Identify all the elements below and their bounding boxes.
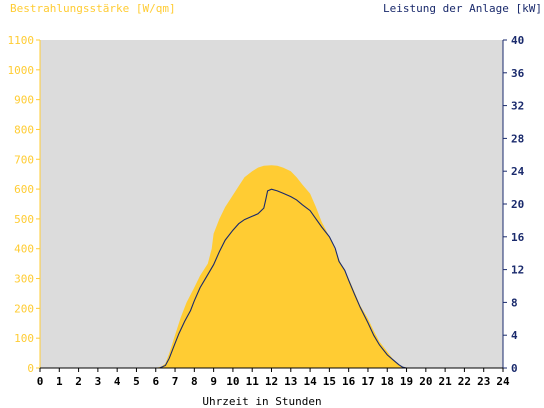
left-tick-label: 600	[14, 183, 34, 196]
x-axis-label: Uhrzeit in Stunden	[202, 395, 321, 408]
x-tick-label: 2	[75, 375, 82, 388]
x-tick-label: 24	[496, 375, 510, 388]
x-tick-label: 14	[303, 375, 317, 388]
right-tick-label: 32	[511, 100, 524, 113]
right-tick-label: 8	[511, 296, 518, 309]
x-axis-ticks: 0 1 2 3 4 5 6 7 8 9 10 11 12 13 14 15 16 17 18 19 20 21 22 23 24	[37, 368, 510, 388]
x-tick-label: 18	[381, 375, 394, 388]
left-tick-label: 1100	[8, 34, 35, 47]
x-tick-label: 19	[400, 375, 413, 388]
left-axis-ticks: 0 100 200 300 400 500 600 700 800 900 1000 1100	[8, 34, 40, 375]
x-tick-label: 13	[284, 375, 297, 388]
right-tick-label: 4	[511, 329, 518, 342]
left-tick-label: 0	[27, 362, 34, 375]
right-tick-label: 28	[511, 132, 524, 145]
x-tick-label: 8	[191, 375, 198, 388]
right-tick-label: 20	[511, 198, 524, 211]
right-tick-label: 40	[511, 34, 524, 47]
x-tick-label: 0	[37, 375, 44, 388]
x-tick-label: 11	[246, 375, 260, 388]
power-line	[40, 188, 503, 369]
x-tick-label: 6	[152, 375, 159, 388]
right-tick-label: 12	[511, 264, 524, 277]
x-tick-label: 10	[226, 375, 239, 388]
left-tick-label: 300	[14, 273, 34, 286]
left-tick-label: 900	[14, 94, 34, 107]
right-tick-label: 24	[511, 165, 525, 178]
right-tick-label: 36	[511, 67, 525, 80]
x-tick-label: 17	[361, 375, 374, 388]
left-tick-label: 100	[14, 332, 34, 345]
x-tick-label: 1	[56, 375, 63, 388]
x-tick-label: 12	[265, 375, 278, 388]
left-tick-label: 500	[14, 213, 34, 226]
x-tick-label: 16	[342, 375, 356, 388]
x-tick-label: 22	[458, 375, 471, 388]
left-tick-label: 800	[14, 123, 34, 136]
x-tick-label: 5	[133, 375, 140, 388]
x-tick-label: 20	[419, 375, 432, 388]
left-tick-label: 200	[14, 302, 34, 315]
x-tick-label: 7	[172, 375, 179, 388]
x-tick-label: 15	[323, 375, 336, 388]
x-tick-label: 23	[477, 375, 490, 388]
x-tick-label: 3	[95, 375, 102, 388]
left-tick-label: 1000	[8, 64, 35, 77]
irradiance-area	[40, 165, 503, 368]
left-tick-label: 700	[14, 153, 34, 166]
x-tick-label: 9	[210, 375, 217, 388]
left-tick-label: 400	[14, 243, 34, 256]
right-axis-label: Leistung der Anlage [kW]	[383, 2, 542, 15]
x-tick-label: 21	[439, 375, 453, 388]
x-tick-label: 4	[114, 375, 121, 388]
right-axis-ticks: 0 4 8 12 16 20 24 28 32 36 40	[503, 34, 525, 375]
right-tick-label: 16	[511, 231, 525, 244]
left-axis-label: Bestrahlungsstärke [W/qm]	[10, 2, 176, 15]
right-tick-label: 0	[511, 362, 518, 375]
